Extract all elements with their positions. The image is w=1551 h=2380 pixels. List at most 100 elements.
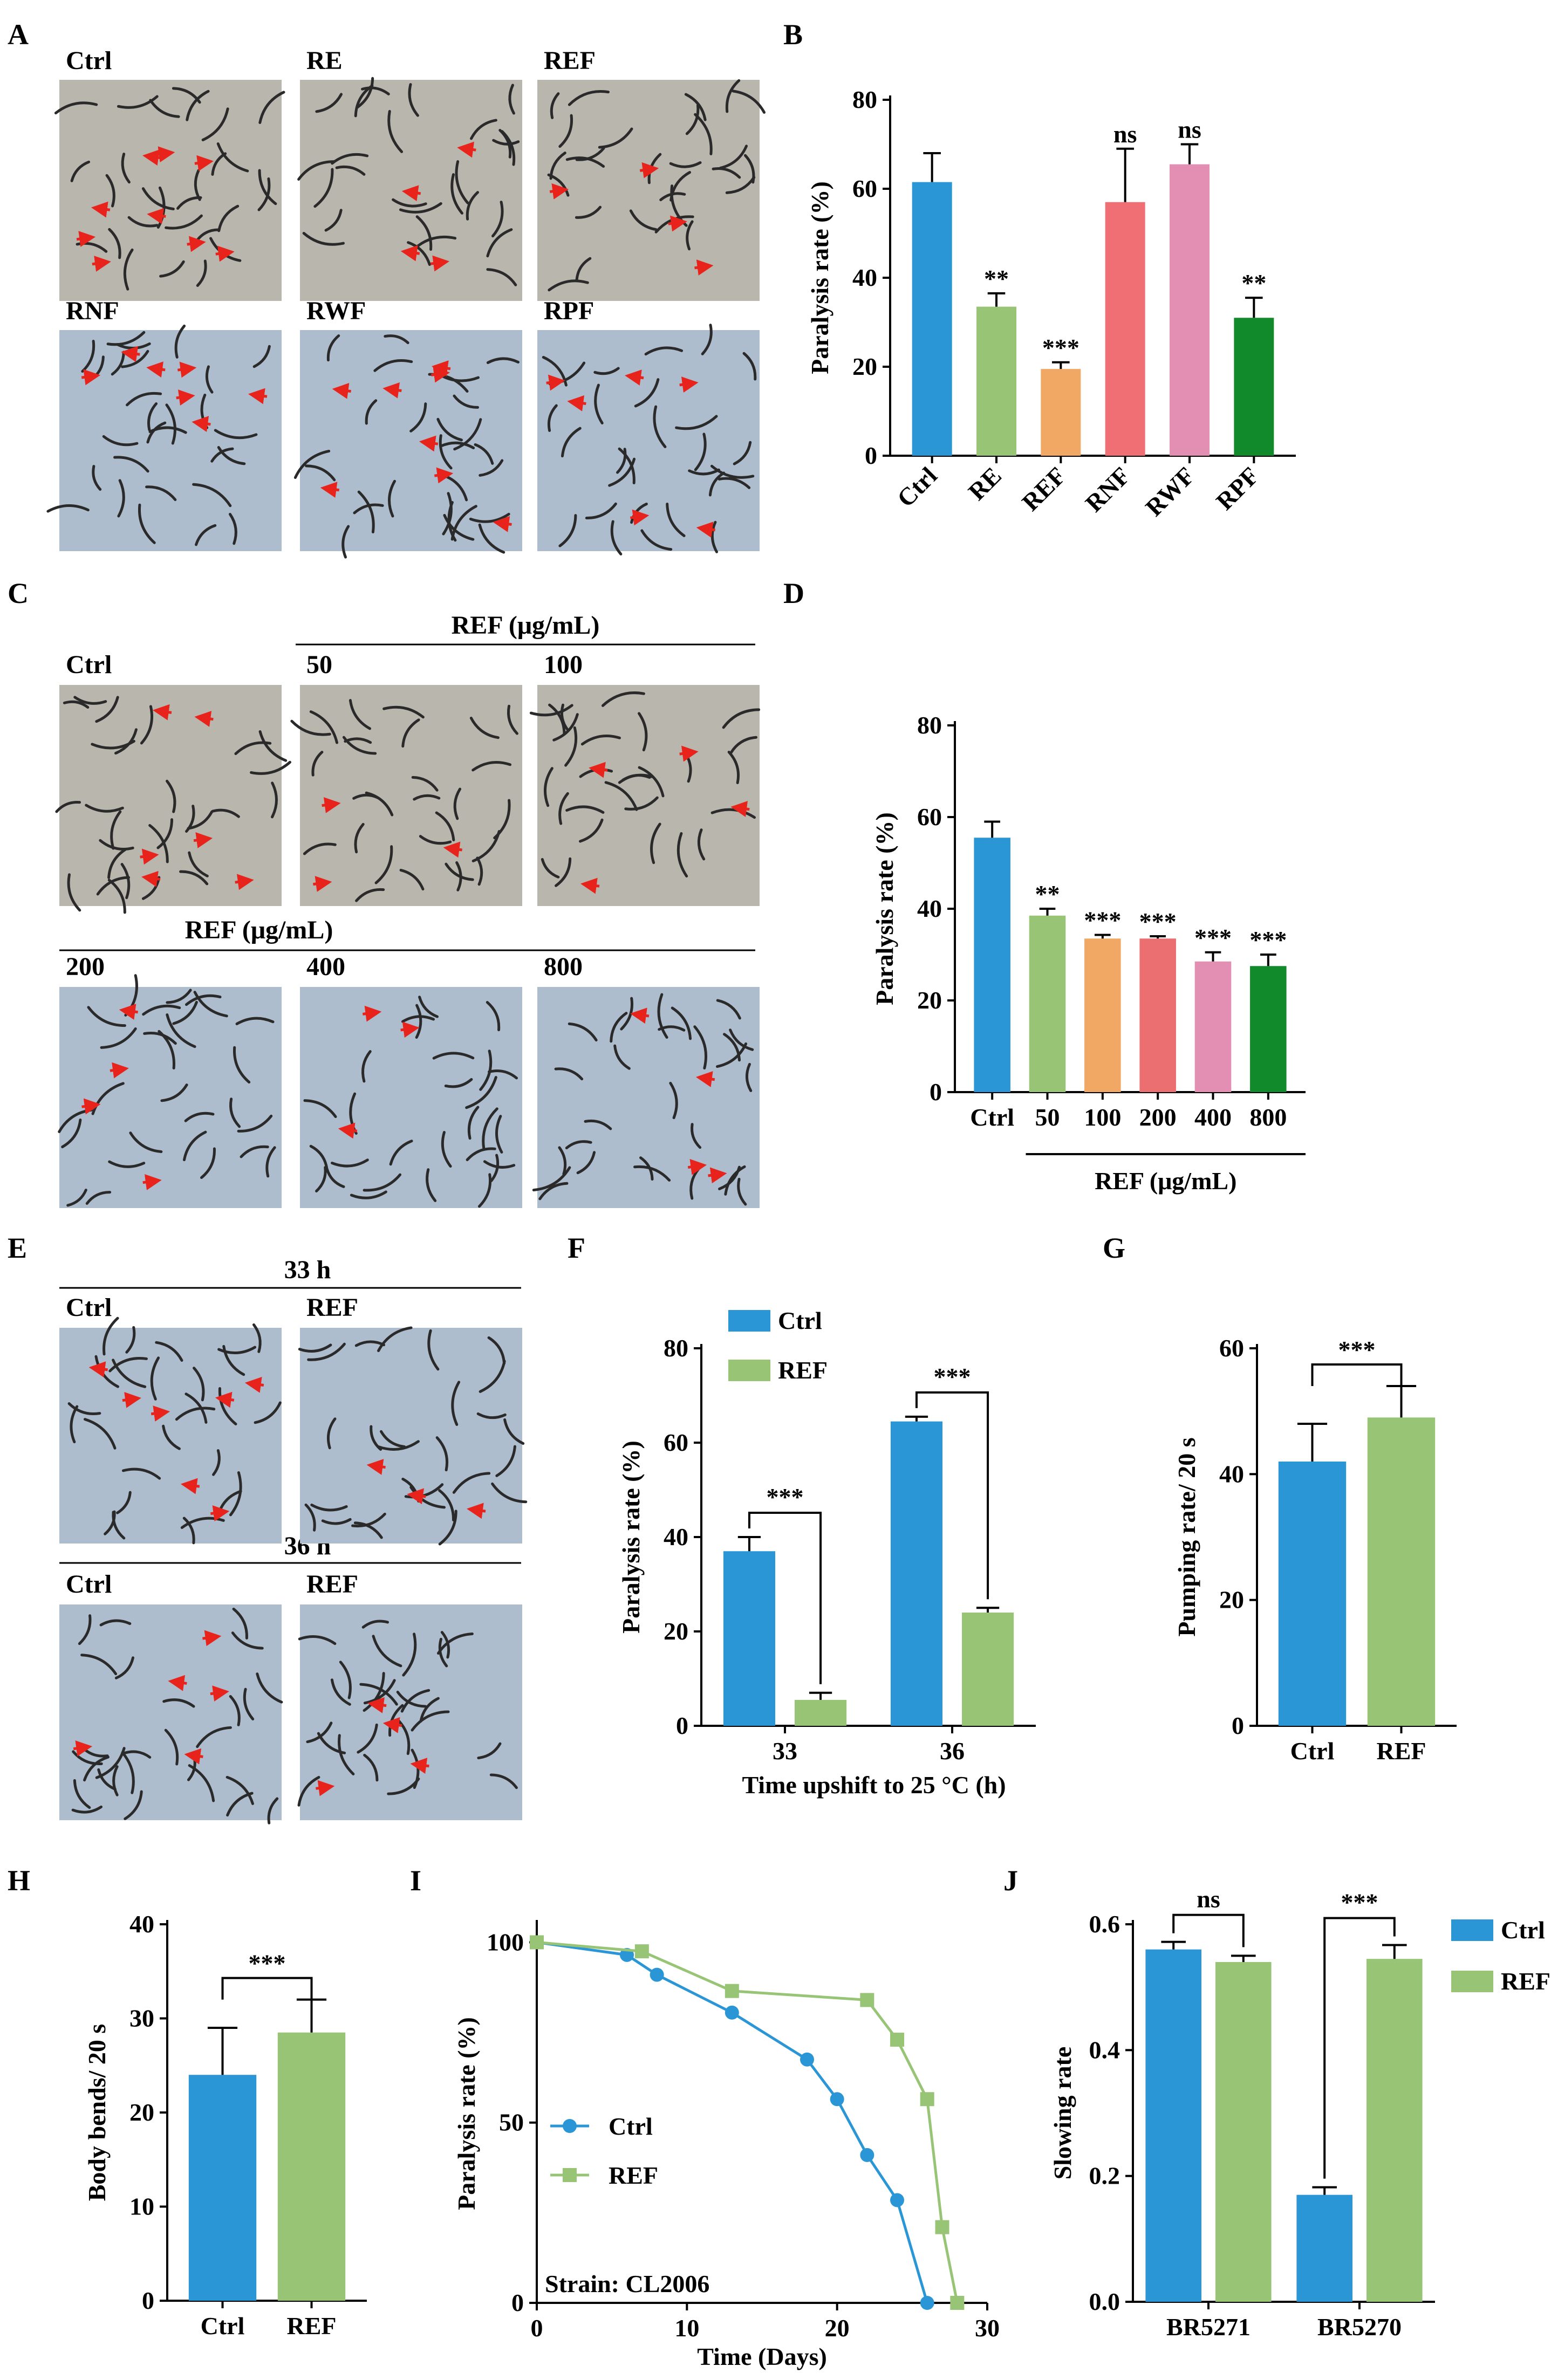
worm bbox=[486, 268, 517, 286]
worm bbox=[112, 1511, 126, 1540]
worm bbox=[102, 435, 139, 447]
worm bbox=[120, 863, 131, 900]
panel-letter-j: J bbox=[1003, 1864, 1018, 1897]
red-arrow bbox=[110, 1062, 129, 1079]
worm bbox=[450, 173, 463, 215]
x-tick-label: BR5271 bbox=[1166, 2313, 1251, 2341]
red-arrow bbox=[400, 245, 420, 262]
tile-label: Ctrl bbox=[66, 1293, 112, 1322]
worm bbox=[162, 1698, 195, 1708]
tile-label: REF bbox=[306, 1570, 358, 1599]
bar bbox=[1105, 202, 1145, 456]
worm bbox=[182, 1130, 207, 1162]
tile-label: RPF bbox=[544, 297, 594, 325]
micrograph-tile-image bbox=[300, 685, 522, 906]
x-tick-label: 400 bbox=[1194, 1103, 1232, 1131]
worm bbox=[686, 220, 694, 251]
worm bbox=[356, 77, 374, 109]
worm bbox=[372, 1635, 402, 1668]
red-arrow bbox=[119, 1004, 138, 1020]
worm bbox=[487, 1336, 506, 1365]
worm bbox=[290, 719, 331, 736]
worm bbox=[618, 773, 653, 784]
worm bbox=[435, 811, 455, 841]
worm bbox=[123, 1750, 152, 1759]
worm bbox=[465, 1076, 497, 1109]
worm bbox=[568, 90, 610, 106]
worm bbox=[105, 174, 115, 208]
micrograph-tile bbox=[58, 974, 282, 1208]
worm bbox=[718, 477, 751, 489]
worm bbox=[67, 1402, 101, 1415]
tile-label: RNF bbox=[66, 297, 119, 325]
worm bbox=[141, 187, 175, 210]
chart-h: 0 10 20 30 40 Body bends/ 20 s Ctrl REF *** bbox=[83, 1910, 367, 2340]
tile-label: REF bbox=[306, 1293, 358, 1322]
worm bbox=[441, 1130, 452, 1168]
red-arrow bbox=[73, 1740, 93, 1757]
worm bbox=[554, 1067, 584, 1081]
worm bbox=[303, 842, 337, 855]
panel-letter-e: E bbox=[8, 1232, 27, 1264]
significance-label: *** bbox=[1139, 908, 1177, 935]
worm bbox=[211, 152, 227, 176]
x-tick-label: REF bbox=[1377, 1737, 1426, 1765]
worm bbox=[565, 156, 605, 168]
data-point bbox=[920, 2296, 934, 2310]
data-point bbox=[830, 2092, 844, 2107]
panel-letter-h: H bbox=[8, 1864, 30, 1897]
worm bbox=[355, 888, 385, 902]
y-tick-label: 0 bbox=[676, 1712, 688, 1739]
worm bbox=[123, 248, 134, 291]
worm bbox=[408, 83, 419, 117]
red-arrow bbox=[210, 1685, 229, 1702]
worm bbox=[653, 405, 667, 448]
worm bbox=[303, 1099, 337, 1119]
significance-bracket bbox=[1311, 1363, 1403, 1386]
red-arrow bbox=[546, 374, 565, 391]
worm bbox=[258, 91, 285, 124]
worm bbox=[455, 861, 462, 891]
worm bbox=[384, 334, 409, 345]
red-arrow bbox=[313, 876, 332, 892]
worm bbox=[474, 443, 494, 465]
worm bbox=[697, 828, 706, 861]
red-arrow bbox=[151, 1405, 170, 1422]
worm bbox=[558, 792, 569, 825]
worm bbox=[436, 417, 463, 442]
red-arrow bbox=[215, 1391, 235, 1408]
worm bbox=[451, 1381, 461, 1426]
chart-d: 0 20 40 60 80 Paralysis rate (%) Ctrl 50 ** 100 **… bbox=[871, 711, 1306, 1195]
worm bbox=[732, 90, 766, 114]
worm bbox=[72, 1750, 103, 1765]
worm bbox=[638, 766, 665, 798]
worm bbox=[488, 1069, 518, 1080]
y-tick-label: 40 bbox=[129, 1910, 154, 1938]
worm bbox=[601, 691, 645, 707]
worm bbox=[541, 858, 560, 879]
worm bbox=[156, 818, 173, 849]
worm bbox=[237, 1114, 273, 1133]
worm bbox=[658, 1025, 686, 1032]
y-tick-label: 10 bbox=[129, 2193, 154, 2220]
red-arrow bbox=[400, 1021, 420, 1038]
worm bbox=[85, 804, 124, 813]
worm bbox=[716, 1042, 748, 1068]
worm bbox=[243, 1688, 255, 1720]
legend-label: Ctrl bbox=[778, 1307, 822, 1334]
red-arrow bbox=[92, 256, 111, 272]
legend-marker bbox=[563, 2168, 577, 2182]
red-arrow bbox=[382, 1717, 402, 1733]
worm bbox=[399, 202, 442, 214]
worm bbox=[544, 767, 554, 807]
series-line bbox=[536, 1940, 959, 2303]
significance-label: *** bbox=[249, 1950, 286, 1977]
x-tick-label: RPF bbox=[1211, 462, 1264, 515]
red-arrow bbox=[549, 183, 569, 200]
red-arrow bbox=[730, 801, 750, 817]
worm bbox=[293, 449, 331, 479]
significance-label: ns bbox=[1178, 116, 1201, 143]
worm bbox=[693, 1025, 707, 1070]
y-axis-title: Slowing rate bbox=[1049, 2047, 1076, 2180]
micrograph-tile bbox=[297, 77, 522, 301]
